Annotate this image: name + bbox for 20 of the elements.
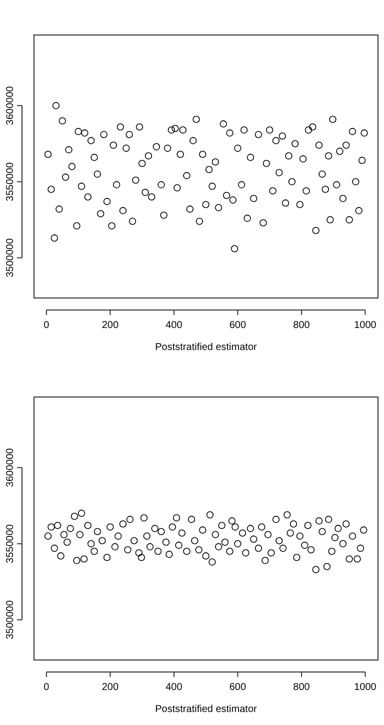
- x-axis-title: Poststratified estimator: [155, 704, 258, 715]
- y-tick-label: 3600000: [5, 86, 16, 126]
- x-tick-label: 600: [229, 682, 246, 693]
- x-tick-label: 800: [293, 320, 310, 331]
- x-tick-label: 800: [293, 682, 310, 693]
- x-tick-label: 1000: [354, 682, 377, 693]
- x-tick-label: 1000: [354, 320, 377, 331]
- x-tick-label: 0: [44, 682, 50, 693]
- y-tick-label: 3500000: [5, 238, 16, 278]
- x-tick-label: 0: [44, 320, 50, 331]
- x-tick-label: 600: [229, 320, 246, 331]
- x-tick-label: 400: [166, 682, 183, 693]
- y-tick-label: 3550000: [5, 162, 16, 202]
- y-tick-label: 3550000: [5, 524, 16, 564]
- x-tick-label: 200: [102, 320, 119, 331]
- y-tick-label: 3600000: [5, 448, 16, 488]
- x-tick-label: 200: [102, 682, 119, 693]
- x-tick-label: 400: [166, 320, 183, 331]
- y-tick-label: 3500000: [5, 600, 16, 640]
- x-axis-title: Poststratified estimator: [155, 342, 258, 353]
